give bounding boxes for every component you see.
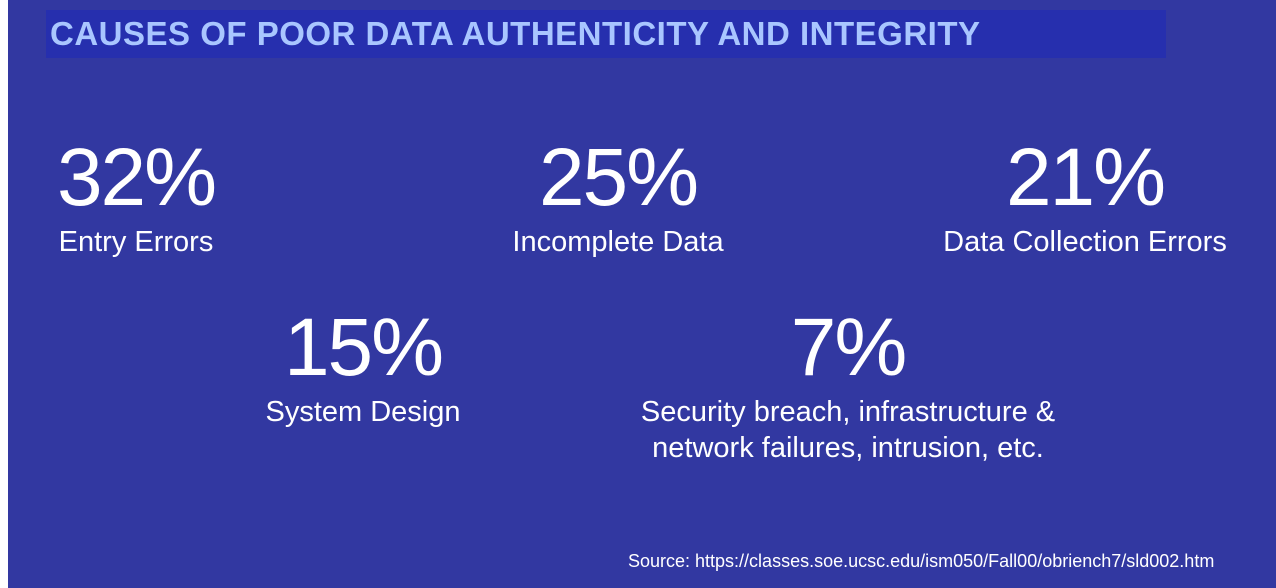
- stat-system-design: 15% System Design: [248, 302, 478, 430]
- stat-label: Incomplete Data: [512, 226, 724, 258]
- stat-percent: 15%: [283, 302, 444, 393]
- stat-label: System Design: [265, 396, 461, 428]
- slide-title: CAUSES OF POOR DATA AUTHENTICITY AND INT…: [50, 15, 981, 52]
- stat-percent: 25%: [538, 132, 699, 223]
- stat-incomplete-data: 25% Incomplete Data: [488, 132, 748, 260]
- stat-label: Entry Errors: [58, 226, 214, 258]
- stat-percent: 7%: [790, 302, 908, 393]
- stat-percent: 32%: [56, 132, 217, 223]
- stat-security-breach: 7% Security breach, infrastructure & net…: [608, 302, 1088, 466]
- slide: CAUSES OF POOR DATA AUTHENTICITY AND INT…: [8, 0, 1276, 588]
- source-citation: Source: https://classes.soe.ucsc.edu/ism…: [628, 551, 1215, 571]
- stat-label: Data Collection Errors: [943, 226, 1227, 258]
- stat-data-collection-errors: 21% Data Collection Errors: [920, 132, 1250, 260]
- stat-label-line-1: Security breach, infrastructure &: [640, 396, 1056, 428]
- title-bar: [46, 10, 1166, 58]
- stat-percent: 21%: [1005, 132, 1166, 223]
- stat-entry-errors: 32% Entry Errors: [38, 132, 234, 260]
- stat-label-line-2: network failures, intrusion, etc.: [652, 432, 1044, 464]
